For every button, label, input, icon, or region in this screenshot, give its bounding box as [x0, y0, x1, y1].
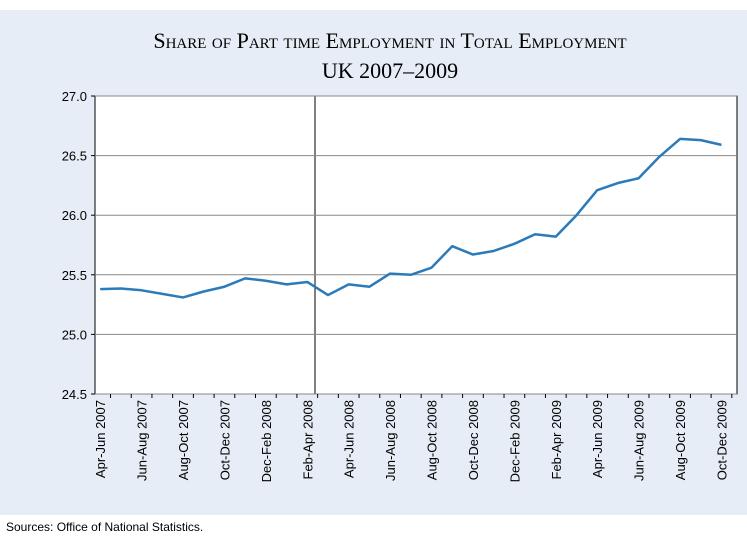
x-tick-label: Oct-Dec 2007: [217, 400, 232, 480]
source: Sources: Office of National Statistics.: [6, 520, 203, 534]
x-tick-label: Dec-Feb 2009: [507, 400, 522, 482]
x-tick-label: Jun-Aug 2007: [135, 400, 150, 481]
x-tick-label: Feb-Apr 2009: [549, 400, 564, 480]
plot-area: [94, 95, 738, 395]
x-tick-label: Oct-Dec 2008: [466, 400, 481, 480]
x-tick-label: Apr-Jun 2007: [93, 400, 108, 478]
x-tick-label: Jun-Aug 2008: [383, 400, 398, 481]
y-tick-label: 25.5: [62, 268, 87, 283]
x-tick-label: Apr-Jun 2009: [590, 400, 605, 478]
chart-subtitle: UK 2007–2009: [322, 58, 458, 83]
chart-title: Share of Part time Employment in Total E…: [153, 28, 626, 53]
x-tick-label: Feb-Apr 2008: [300, 400, 315, 480]
y-tick-label: 27.0: [62, 89, 87, 104]
y-tick-label: 26.5: [62, 149, 87, 164]
x-tick-label: Jun-Aug 2009: [632, 400, 647, 481]
line: [100, 137, 722, 299]
x-tick-label: Apr-Jun 2008: [342, 400, 357, 478]
y-tick-label: 26.0: [62, 208, 87, 223]
x-tick-label: Aug-Oct 2009: [673, 400, 688, 480]
x-tick-label: Aug-Oct 2008: [425, 400, 440, 480]
y-tick-label: 25.0: [62, 327, 87, 342]
y-tick-label: 24.5: [62, 387, 87, 402]
x-tick-label: Dec-Feb 2008: [259, 400, 274, 482]
x-tick-label: Oct-Dec 2009: [714, 400, 729, 480]
x-tick-label: Aug-Oct 2007: [176, 400, 191, 480]
